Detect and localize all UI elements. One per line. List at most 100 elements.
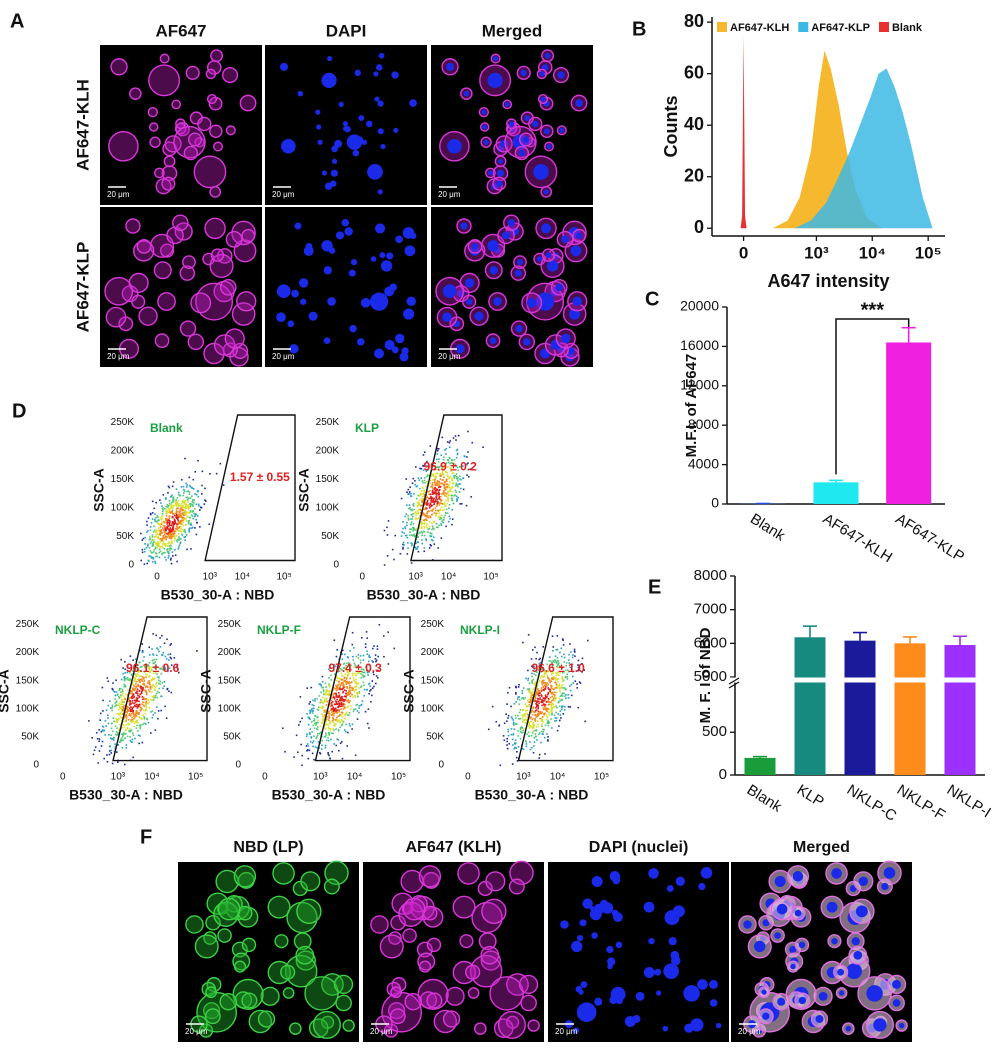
event-dot bbox=[135, 697, 138, 699]
event-dot bbox=[414, 546, 417, 549]
event-dot bbox=[524, 740, 527, 742]
event-dot bbox=[156, 529, 158, 532]
event-dot bbox=[430, 500, 433, 502]
event-dot bbox=[328, 677, 330, 679]
event-dot bbox=[342, 702, 345, 705]
event-dot bbox=[417, 535, 419, 538]
event-dot bbox=[141, 539, 144, 541]
event-dot bbox=[552, 703, 555, 706]
x-tick-label: NKLP-C bbox=[844, 781, 900, 825]
event-dot bbox=[553, 676, 555, 678]
event-dot bbox=[316, 698, 318, 700]
event-dot bbox=[425, 524, 428, 527]
event-dot bbox=[537, 681, 539, 684]
event-dot bbox=[417, 545, 419, 548]
event-dot bbox=[419, 504, 421, 506]
axis-break-gap bbox=[727, 677, 985, 683]
event-dot bbox=[155, 692, 158, 695]
cell bbox=[457, 862, 480, 885]
event-dot bbox=[153, 536, 156, 538]
event-dot bbox=[126, 678, 129, 681]
event-dot bbox=[435, 482, 437, 484]
event-dot bbox=[421, 501, 424, 504]
event-dot bbox=[143, 676, 145, 679]
event-dot bbox=[351, 681, 353, 683]
event-dot bbox=[572, 682, 575, 684]
event-dot bbox=[406, 553, 409, 555]
event-dot bbox=[148, 690, 151, 693]
event-dot bbox=[166, 548, 169, 550]
event-dot bbox=[167, 511, 170, 514]
event-dot bbox=[346, 731, 349, 734]
event-dot bbox=[340, 697, 343, 700]
event-dot bbox=[364, 710, 367, 713]
event-dot bbox=[407, 517, 410, 520]
event-dot bbox=[140, 686, 143, 689]
scale-bar-label: 20 μm bbox=[370, 1027, 393, 1036]
event-dot bbox=[119, 712, 122, 714]
event-dot bbox=[436, 488, 439, 491]
event-dot bbox=[165, 497, 167, 499]
event-dot bbox=[326, 700, 328, 703]
event-dot bbox=[428, 507, 431, 509]
event-dot bbox=[179, 515, 182, 518]
event-dot bbox=[510, 705, 512, 708]
event-dot bbox=[533, 723, 535, 726]
event-dot bbox=[455, 491, 457, 494]
event-dot bbox=[170, 535, 173, 538]
event-dot bbox=[169, 656, 172, 659]
cell bbox=[148, 122, 159, 132]
event-dot bbox=[423, 534, 426, 537]
event-dot bbox=[123, 763, 126, 766]
event-dot bbox=[127, 700, 130, 703]
event-dot bbox=[553, 659, 556, 662]
event-dot bbox=[444, 449, 446, 451]
event-dot bbox=[421, 504, 423, 507]
event-dot bbox=[149, 549, 152, 552]
event-dot bbox=[345, 692, 347, 695]
event-dot bbox=[132, 710, 135, 713]
event-dot bbox=[565, 694, 567, 696]
event-dot bbox=[547, 700, 549, 702]
nucleus bbox=[378, 52, 385, 59]
event-dot bbox=[133, 695, 135, 698]
event-dot bbox=[459, 503, 462, 505]
event-dot bbox=[187, 507, 190, 509]
event-dot bbox=[550, 680, 553, 682]
event-dot bbox=[540, 720, 543, 723]
event-dot bbox=[344, 681, 347, 683]
event-dot bbox=[507, 734, 510, 737]
event-dot bbox=[405, 513, 408, 515]
event-dot bbox=[131, 718, 134, 721]
event-dot bbox=[341, 696, 344, 698]
event-dot bbox=[547, 692, 550, 695]
cell bbox=[274, 934, 289, 949]
event-dot bbox=[347, 661, 350, 664]
event-dot bbox=[437, 510, 440, 513]
event-dot bbox=[426, 475, 428, 478]
event-dot bbox=[151, 542, 154, 545]
event-dot bbox=[166, 510, 169, 513]
nucleus bbox=[331, 158, 338, 164]
event-dot bbox=[341, 724, 343, 727]
event-dot bbox=[157, 537, 160, 540]
event-dot bbox=[519, 717, 522, 720]
event-dot bbox=[364, 671, 366, 674]
cell bbox=[202, 1002, 221, 1020]
event-dot bbox=[366, 688, 368, 691]
event-dot bbox=[565, 669, 567, 672]
event-dot bbox=[539, 697, 541, 699]
event-dot bbox=[128, 730, 130, 732]
event-dot bbox=[448, 486, 451, 489]
event-dot bbox=[185, 510, 187, 513]
event-dot bbox=[329, 690, 331, 692]
cell bbox=[204, 1008, 221, 1025]
event-dot bbox=[346, 685, 348, 688]
event-dot bbox=[101, 729, 104, 731]
cell bbox=[237, 905, 253, 921]
event-dot bbox=[132, 659, 134, 661]
event-dot bbox=[550, 707, 553, 710]
event-dot bbox=[432, 527, 434, 529]
event-dot bbox=[517, 696, 519, 699]
event-dot bbox=[416, 548, 418, 550]
